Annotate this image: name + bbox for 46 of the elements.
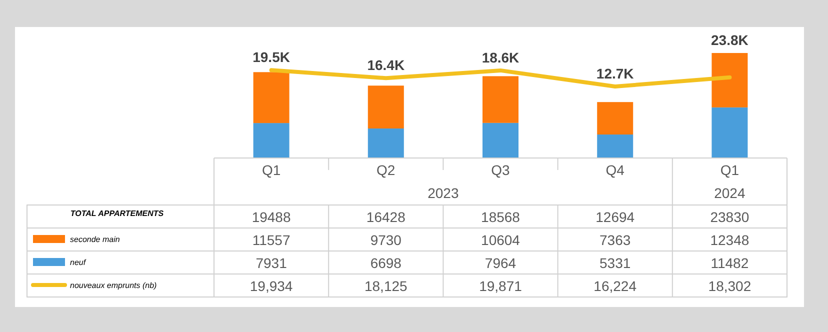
data-label: 18,302 xyxy=(708,278,752,294)
x-tick-label: Q4 xyxy=(606,162,625,178)
data-label: 10604 xyxy=(481,232,520,248)
data-label: 9730 xyxy=(370,232,402,248)
text: 2024 xyxy=(714,185,746,201)
total-label: 16.4K xyxy=(367,57,405,74)
bar xyxy=(368,86,404,128)
x-tick-label: Q3 xyxy=(491,162,510,178)
data-label: 19,871 xyxy=(479,278,522,294)
data-label: 6698 xyxy=(370,255,402,271)
data-label: 19,934 xyxy=(250,278,293,294)
bar xyxy=(482,122,518,158)
legend-label: seconde main xyxy=(70,235,120,244)
data-label: 7931 xyxy=(256,255,288,271)
legend-label: neuf xyxy=(70,258,86,267)
bar xyxy=(368,128,404,158)
data-label: 12348 xyxy=(710,232,750,248)
x-tick-label: Q2 xyxy=(376,162,396,178)
data-label: 11557 xyxy=(252,232,290,248)
x-tick-label: Q1 xyxy=(262,162,281,178)
bar xyxy=(253,123,290,158)
data-label: 5331 xyxy=(600,255,631,271)
text: 23830 xyxy=(710,209,750,225)
text: 18568 xyxy=(481,209,520,225)
legend-label: nouveaux emprunts (nb) xyxy=(70,281,158,290)
data-label: 7363 xyxy=(600,232,631,248)
bar xyxy=(712,107,748,158)
data-label: 7964 xyxy=(484,255,516,271)
bar xyxy=(597,134,634,158)
bar xyxy=(482,76,518,123)
total-label: 23.8K xyxy=(711,32,748,48)
text: 2023 xyxy=(428,185,459,201)
bar xyxy=(712,53,748,108)
data-label: 16,224 xyxy=(594,278,637,294)
data-label: 18,125 xyxy=(364,278,408,294)
text: 12694 xyxy=(596,209,635,225)
data-label: 11482 xyxy=(710,255,749,271)
x-tick-label: Q1 xyxy=(720,162,740,178)
text: TOTAL APPARTEMENTS xyxy=(70,209,164,218)
total-label: 18.6K xyxy=(482,49,520,66)
text: 19488 xyxy=(252,209,291,225)
bar xyxy=(253,72,290,124)
total-label: 12.7K xyxy=(596,66,634,82)
bar xyxy=(597,102,634,135)
total-label: 19.5K xyxy=(252,49,290,66)
text: 16428 xyxy=(366,209,406,225)
